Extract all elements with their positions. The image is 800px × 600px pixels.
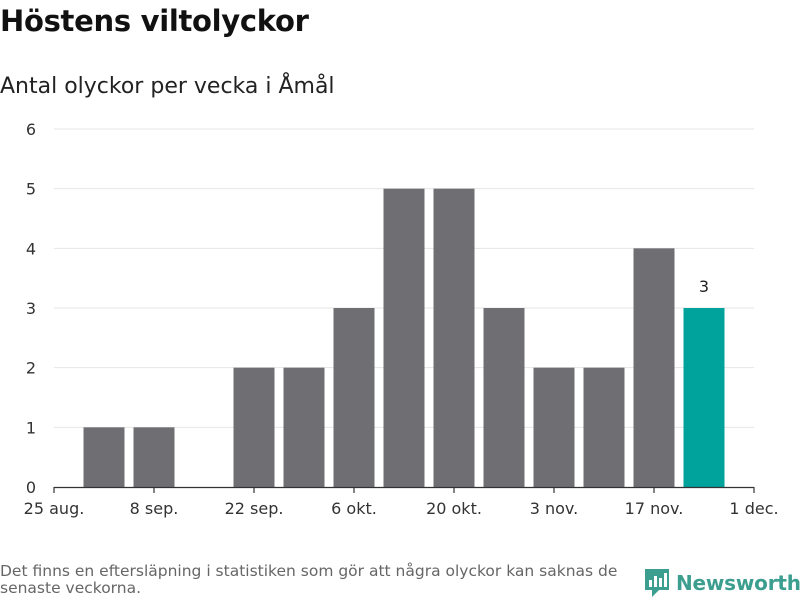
- x-tick-label: 20 okt.: [426, 499, 482, 518]
- bar-value-label: 3: [699, 277, 709, 296]
- brand-logo[interactable]: Newsworthy: [644, 568, 800, 598]
- x-tick-label: 6 okt.: [331, 499, 377, 518]
- bar: [433, 188, 475, 487]
- bar: [533, 367, 575, 487]
- bar-highlighted: [683, 308, 725, 487]
- x-tick-label: 1 dec.: [729, 499, 778, 518]
- y-tick-label: 2: [26, 359, 36, 378]
- bar: [383, 188, 425, 487]
- bar: [333, 308, 375, 487]
- x-tick-label: 8 sep.: [130, 499, 179, 518]
- bar: [633, 248, 675, 487]
- y-tick-label: 1: [26, 418, 36, 437]
- y-tick-label: 4: [26, 239, 36, 258]
- data-labels: 3: [699, 277, 709, 296]
- bar: [83, 427, 125, 487]
- footnote: Det finns en eftersläpning i statistiken…: [0, 562, 618, 597]
- chart-title: Höstens viltolyckor: [0, 4, 309, 38]
- bar: [283, 367, 325, 487]
- brand-name: Newsworthy: [676, 571, 800, 595]
- x-axis: 25 aug. 8 sep. 22 sep. 6 okt. 20 okt. 3 nov. 1…: [24, 486, 779, 518]
- y-tick-label: 6: [26, 120, 36, 139]
- bars: [83, 188, 725, 487]
- y-tick-label: 3: [26, 299, 36, 318]
- bar: [233, 367, 275, 487]
- bar: [133, 427, 175, 487]
- x-tick-label: 25 aug.: [24, 499, 85, 518]
- y-axis: 0 1 2 3 4 5 6: [26, 120, 36, 497]
- x-tick-label: 17 nov.: [625, 499, 684, 518]
- newsworthy-logo-icon: [645, 569, 669, 597]
- bar: [483, 308, 525, 487]
- x-tick-label: 22 sep.: [225, 499, 284, 518]
- x-tick-label: 3 nov.: [530, 499, 579, 518]
- chart-subtitle: Antal olyckor per vecka i Åmål: [0, 74, 335, 99]
- y-tick-label: 0: [26, 478, 36, 497]
- y-tick-label: 5: [26, 180, 36, 199]
- bar: [583, 367, 625, 487]
- bar-chart: 0 1 2 3 4 5 6 3 25 aug. 8 sep. 22 sep. 6 okt. 20 o…: [24, 120, 779, 518]
